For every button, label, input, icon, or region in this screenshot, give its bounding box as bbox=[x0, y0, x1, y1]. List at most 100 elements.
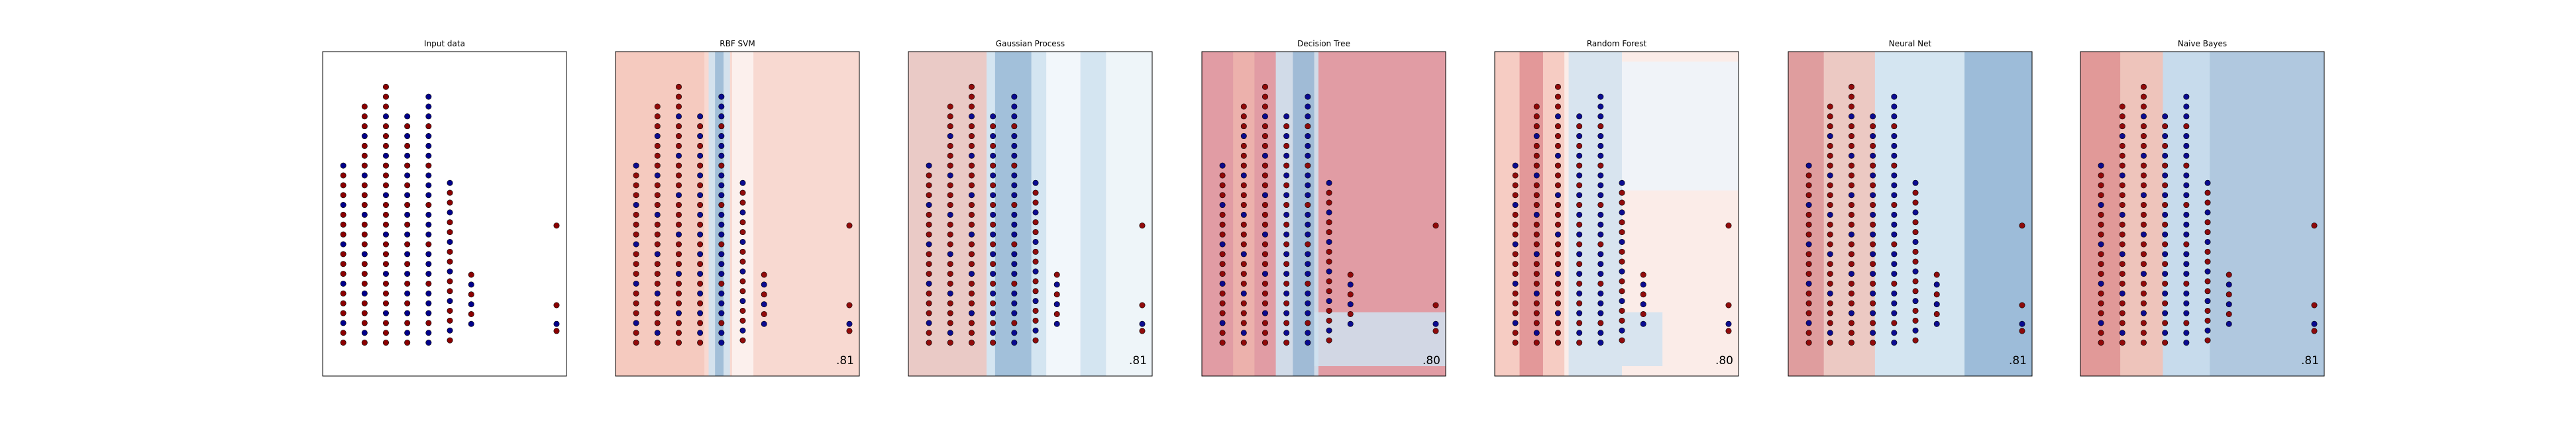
data-point-blue bbox=[382, 113, 389, 120]
data-point-blue bbox=[697, 271, 704, 277]
data-point-red bbox=[675, 300, 682, 307]
data-point-red bbox=[1576, 280, 1583, 287]
data-point-blue bbox=[947, 172, 953, 179]
data-point-blue bbox=[2098, 162, 2104, 169]
scatter-points bbox=[633, 83, 853, 346]
data-point-blue bbox=[1597, 261, 1604, 267]
data-point-red bbox=[404, 241, 411, 248]
data-point-red bbox=[1283, 320, 1290, 326]
scatter-points bbox=[1512, 83, 1732, 346]
data-point-red bbox=[1011, 123, 1018, 130]
data-point-red bbox=[2119, 241, 2125, 248]
data-point-red bbox=[2098, 340, 2104, 346]
data-point-red bbox=[1261, 172, 1268, 179]
data-point-red bbox=[2162, 340, 2169, 346]
data-point-blue bbox=[926, 280, 932, 287]
data-point-red bbox=[1827, 202, 1833, 209]
data-point-red bbox=[675, 182, 682, 189]
data-point-red bbox=[1533, 340, 1540, 346]
data-point-blue bbox=[2119, 251, 2125, 258]
data-point-red bbox=[1619, 317, 1625, 324]
data-point-red bbox=[425, 241, 432, 248]
data-point-red bbox=[340, 211, 347, 218]
data-point-blue bbox=[1827, 330, 1833, 336]
data-point-red bbox=[947, 310, 953, 316]
data-point-red bbox=[1597, 162, 1604, 169]
data-point-blue bbox=[1261, 113, 1268, 120]
data-point-blue bbox=[1576, 231, 1583, 238]
data-point-red bbox=[968, 320, 975, 326]
data-point-blue bbox=[1305, 300, 1311, 307]
data-point-blue bbox=[2183, 133, 2190, 140]
data-point-red bbox=[1240, 231, 1247, 238]
data-point-blue bbox=[425, 310, 432, 316]
data-point-blue bbox=[1576, 271, 1583, 277]
data-point-blue bbox=[1533, 330, 1540, 336]
decision-region-3 bbox=[1046, 52, 1081, 376]
decision-region-1 bbox=[1495, 52, 1565, 376]
data-point-red bbox=[2183, 241, 2190, 248]
data-point-red bbox=[2098, 261, 2104, 267]
data-point-blue bbox=[1305, 290, 1311, 297]
data-point-blue bbox=[1554, 310, 1561, 316]
data-point-red bbox=[361, 271, 368, 277]
data-point-blue bbox=[1305, 192, 1311, 199]
data-point-red bbox=[926, 221, 932, 228]
data-point-red bbox=[926, 330, 932, 336]
data-point-red bbox=[1619, 278, 1625, 285]
data-point-red bbox=[675, 162, 682, 169]
data-point-red bbox=[1725, 328, 1732, 334]
data-point-blue bbox=[1891, 340, 1898, 346]
data-point-red bbox=[2162, 320, 2169, 326]
data-point-blue bbox=[697, 251, 704, 258]
data-point-red bbox=[1805, 221, 1812, 228]
data-point-red bbox=[1870, 123, 1876, 130]
data-point-blue bbox=[968, 231, 975, 238]
data-point-red bbox=[2098, 290, 2104, 297]
data-point-red bbox=[697, 142, 704, 149]
data-point-red bbox=[1912, 307, 1919, 314]
data-point-red bbox=[340, 221, 347, 228]
data-point-red bbox=[2162, 142, 2169, 149]
data-point-blue bbox=[1261, 192, 1268, 199]
data-point-blue bbox=[718, 113, 725, 120]
data-point-red bbox=[1597, 241, 1604, 248]
data-point-blue bbox=[340, 320, 347, 326]
data-point-blue bbox=[382, 152, 389, 159]
data-point-red bbox=[1011, 280, 1018, 287]
data-point-blue bbox=[382, 271, 389, 277]
data-point-blue bbox=[1597, 310, 1604, 316]
data-point-red bbox=[1326, 248, 1332, 255]
data-point-blue bbox=[633, 202, 639, 209]
data-point-blue bbox=[1011, 300, 1018, 307]
data-point-red bbox=[425, 162, 432, 169]
data-point-blue bbox=[718, 211, 725, 218]
data-point-blue bbox=[1597, 271, 1604, 277]
data-point-red bbox=[1554, 172, 1561, 179]
panel-frame bbox=[1201, 51, 1446, 377]
data-point-red bbox=[968, 241, 975, 248]
data-point-red bbox=[968, 93, 975, 100]
data-point-red bbox=[2098, 221, 2104, 228]
data-point-red bbox=[1219, 271, 1226, 277]
data-point-blue bbox=[675, 192, 682, 199]
data-point-blue bbox=[947, 133, 953, 140]
data-point-blue bbox=[2226, 320, 2232, 327]
panel-frame bbox=[615, 51, 860, 377]
data-point-red bbox=[1240, 123, 1247, 130]
data-point-red bbox=[1640, 310, 1646, 317]
data-point-red bbox=[739, 189, 746, 196]
data-point-blue bbox=[2019, 320, 2025, 327]
data-point-red bbox=[947, 192, 953, 199]
data-point-blue bbox=[1305, 142, 1311, 149]
data-point-red bbox=[1261, 83, 1268, 90]
data-point-blue bbox=[1640, 301, 1646, 308]
data-point-blue bbox=[968, 113, 975, 120]
data-point-red bbox=[1432, 302, 1439, 309]
data-point-red bbox=[1870, 182, 1876, 189]
data-point-red bbox=[553, 302, 560, 309]
data-point-red bbox=[1261, 93, 1268, 100]
data-point-blue bbox=[2119, 133, 2125, 140]
data-point-blue bbox=[404, 310, 411, 316]
data-point-red bbox=[1533, 310, 1540, 316]
